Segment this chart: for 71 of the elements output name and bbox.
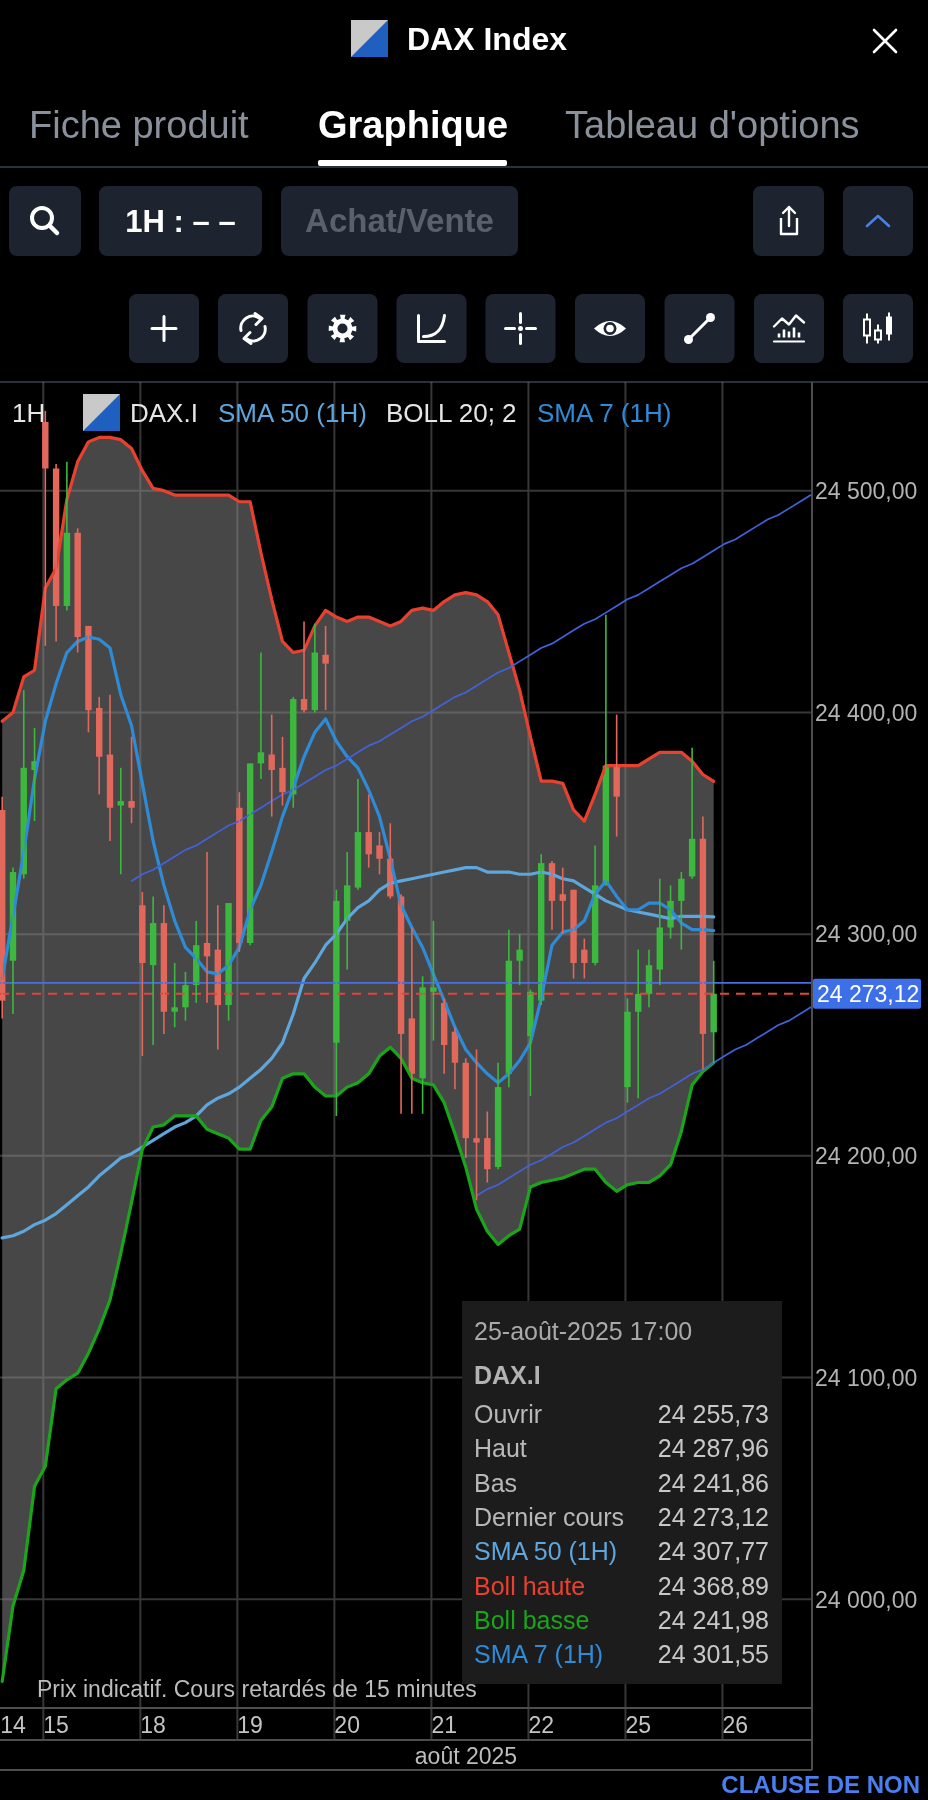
candlestick xyxy=(376,831,383,876)
y-tick-label: 24 300,00 xyxy=(815,921,918,948)
annotation: 24 241,86 xyxy=(657,1468,769,1497)
annotation: 24 307,77 xyxy=(657,1537,769,1566)
y-tick-label: 24 400,00 xyxy=(815,699,918,726)
candlestick xyxy=(710,960,717,1064)
line-series xyxy=(130,494,812,882)
text: Boll haute xyxy=(474,1571,586,1600)
text: Boll basse xyxy=(474,1605,590,1634)
x-tick-label: 25 xyxy=(625,1712,652,1738)
candlestick xyxy=(42,410,49,647)
text: Fiche produit xyxy=(29,104,250,146)
candlestick xyxy=(624,997,631,1104)
x-tick-label: 15 xyxy=(43,1712,69,1738)
candlestick xyxy=(74,527,81,654)
candlestick xyxy=(279,735,286,807)
y-tick-label: 24 200,00 xyxy=(815,1143,918,1170)
annotation: DAX.I xyxy=(130,398,198,428)
candlestick xyxy=(171,962,178,1029)
candlestick xyxy=(85,625,92,734)
text: Graphique xyxy=(318,104,509,146)
candlestick xyxy=(419,975,426,1115)
annotation: 1H xyxy=(12,398,46,428)
candlestick xyxy=(322,625,329,711)
text: 1H : – – xyxy=(125,204,236,239)
candlestick xyxy=(678,871,685,951)
annotation: Haut xyxy=(474,1434,527,1463)
text: Tableau d'options xyxy=(565,104,860,146)
x-tick-label: 20 xyxy=(334,1712,360,1738)
candlestick xyxy=(613,713,620,838)
text: Achat/Vente xyxy=(305,202,494,239)
text: SMA 50 (1H) xyxy=(218,398,367,428)
candlestick xyxy=(128,735,135,825)
candlestick xyxy=(430,920,437,1042)
x-tick-label: 14 xyxy=(0,1712,26,1738)
y-tick-label: 24 000,00 xyxy=(815,1586,918,1613)
annotation: Prix indicatif. Cours retardés de 15 minutes xyxy=(37,1676,477,1702)
annotation: 24 255,73 xyxy=(657,1400,769,1428)
chart-title: DAX Index xyxy=(407,21,568,57)
x-tick-label: 21 xyxy=(431,1712,457,1738)
candlestick xyxy=(139,891,146,1057)
x-tick-label: 26 xyxy=(722,1712,749,1738)
line-series xyxy=(0,635,716,1085)
annotation: 24 273,12 xyxy=(657,1502,769,1531)
x-tick-label: 19 xyxy=(237,1712,263,1738)
text: SMA 7 (1H) xyxy=(474,1640,604,1669)
annotation: BOLL 20; 2 xyxy=(386,398,517,428)
annotation: 24 241,98 xyxy=(657,1605,769,1634)
candlestick xyxy=(516,933,523,986)
candlestick xyxy=(473,1048,480,1202)
annotation: 25-août-2025 17:00 xyxy=(474,1317,693,1345)
x-axis-title: août 2025 xyxy=(414,1743,518,1769)
annotation: Dernier cours xyxy=(474,1502,625,1531)
x-tick-label: 18 xyxy=(140,1712,166,1738)
y-tick-label: 24 500,00 xyxy=(815,477,918,504)
line-series xyxy=(0,866,716,1240)
line-series xyxy=(475,1006,812,1197)
text: SMA 7 (1H) xyxy=(537,398,672,428)
annotation: Ouvrir xyxy=(474,1400,543,1428)
text: SMA 50 (1H) xyxy=(474,1537,618,1566)
y-tick-label: 24 100,00 xyxy=(815,1364,918,1391)
annotation: 24 368,89 xyxy=(657,1571,769,1600)
candlestick xyxy=(581,937,588,980)
annotation: DAX.I xyxy=(474,1361,541,1389)
annotation: 24 287,96 xyxy=(657,1434,769,1463)
annotation: Bas xyxy=(474,1468,518,1497)
line-series xyxy=(0,435,716,823)
candlestick xyxy=(484,1110,491,1184)
x-tick-label: 22 xyxy=(528,1712,554,1738)
text: CLAUSE DE NON xyxy=(721,1771,920,1798)
annotation: 24 301,55 xyxy=(657,1640,769,1669)
